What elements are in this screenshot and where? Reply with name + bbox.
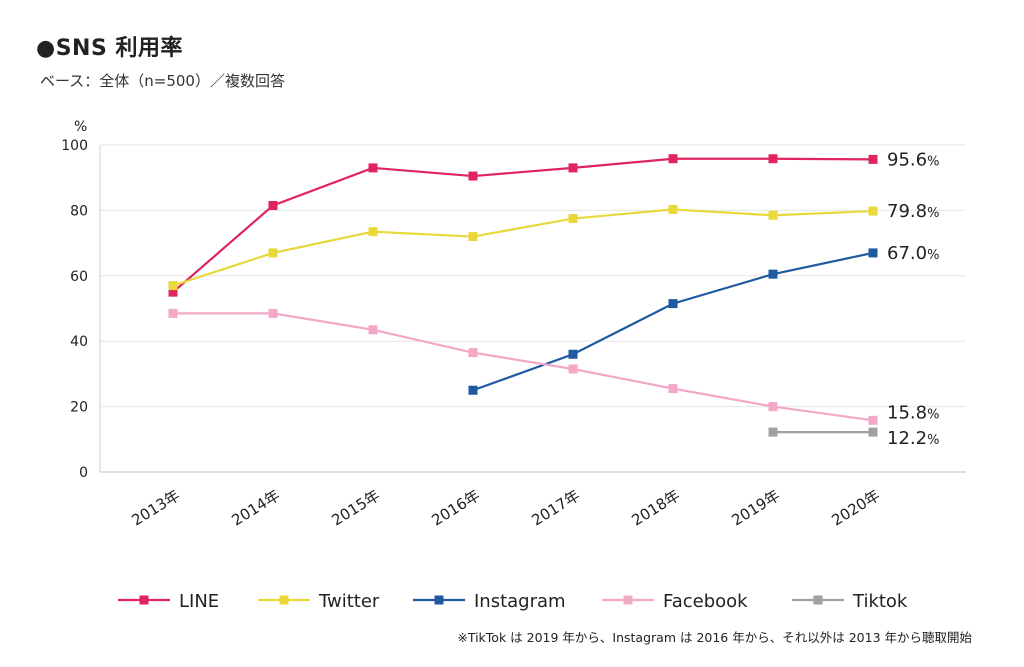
grid-layer [100,144,966,408]
label-layer: 95.6%79.8%67.0%15.8%12.2% [887,149,939,449]
data-point-line [868,154,878,164]
chart-title: ●SNS 利用率 [36,36,183,61]
series-line-twitter [172,208,874,287]
end-label-twitter: 79.8% [887,201,939,222]
y-axis-unit: % [74,119,87,135]
legend-marker-line [139,595,149,605]
series-line-line [172,157,874,293]
legend-label-twitter: Twitter [318,591,380,612]
x-tick-label: 2014年 [228,486,283,529]
series-layer [168,154,878,437]
data-point-facebook [668,384,678,394]
end-unit-line: % [927,154,939,169]
data-point-instagram [568,349,578,359]
end-unit-tiktok: % [927,433,939,448]
data-point-facebook [168,308,178,318]
x-tick-label: 2015年 [328,486,383,529]
legend: LINE Twitter Instagram Facebook Tiktok [118,591,908,612]
y-tick-label: 80 [70,203,88,219]
end-value-tiktok: 12.2 [887,428,927,449]
footnote: ※TikTok は 2019 年から、Instagram は 2016 年から、… [457,630,972,645]
data-point-twitter [168,281,178,291]
data-point-facebook [568,364,578,374]
end-unit-facebook: % [927,407,939,422]
data-point-twitter [568,214,578,224]
legend-label-instagram: Instagram [474,591,566,612]
end-value-facebook: 15.8 [887,402,927,423]
y-tick-label: 100 [61,138,88,154]
legend-label-line: LINE [179,591,219,612]
data-point-facebook [268,308,278,318]
data-point-twitter [868,206,878,216]
end-label-line: 95.6% [887,149,939,170]
x-tick-label: 2017年 [528,486,583,529]
series-line-instagram [472,251,874,392]
data-point-line [668,154,678,164]
end-value-instagram: 67.0 [887,243,927,264]
legend-marker-instagram [434,595,444,605]
data-point-facebook [468,348,478,358]
x-tick-label: 2019年 [728,486,783,529]
data-point-facebook [368,325,378,335]
data-point-line [768,154,778,164]
data-point-tiktok [768,427,778,437]
y-tick-label: 40 [70,334,88,350]
series-line-facebook [173,312,874,422]
end-unit-instagram: % [927,248,939,263]
end-unit-twitter: % [927,206,939,221]
data-point-facebook [768,402,778,412]
data-point-line [568,163,578,173]
data-point-twitter [468,232,478,242]
data-point-tiktok [868,427,878,437]
axis-layer: 0 20 40 60 80 100 2013年 2014年 2015年 2016年 2017年 201… [61,138,966,530]
legend-label-facebook: Facebook [663,591,748,612]
x-tick-label: 2018年 [628,486,683,529]
end-label-tiktok: 12.2% [887,428,939,449]
data-point-instagram [668,299,678,309]
data-point-instagram [768,269,778,279]
data-point-twitter [268,248,278,258]
end-value-line: 95.6 [887,149,927,170]
end-label-instagram: 67.0% [887,243,939,264]
chart-subtitle: ベース：全体（n=500）／複数回答 [40,72,285,90]
x-tick-label: 2013年 [128,486,183,529]
legend-marker-twitter [279,595,289,605]
end-value-twitter: 79.8 [887,201,927,222]
data-point-line [268,200,278,210]
x-tick-label: 2016年 [428,486,483,529]
data-point-twitter [768,210,778,220]
data-point-facebook [868,415,878,425]
data-point-instagram [468,385,478,395]
end-label-facebook: 15.8% [887,402,939,423]
y-tick-label: 20 [70,400,88,416]
x-tick-label: 2020年 [828,486,883,529]
data-point-twitter [368,227,378,237]
legend-marker-tiktok [813,595,823,605]
data-point-line [168,287,178,297]
y-tick-label: 60 [70,269,88,285]
legend-marker-facebook [623,595,633,605]
legend-label-tiktok: Tiktok [852,591,908,612]
y-tick-label: 0 [79,465,88,481]
data-point-line [368,163,378,173]
data-point-line [468,171,478,181]
data-point-instagram [868,248,878,258]
data-point-twitter [668,204,678,214]
